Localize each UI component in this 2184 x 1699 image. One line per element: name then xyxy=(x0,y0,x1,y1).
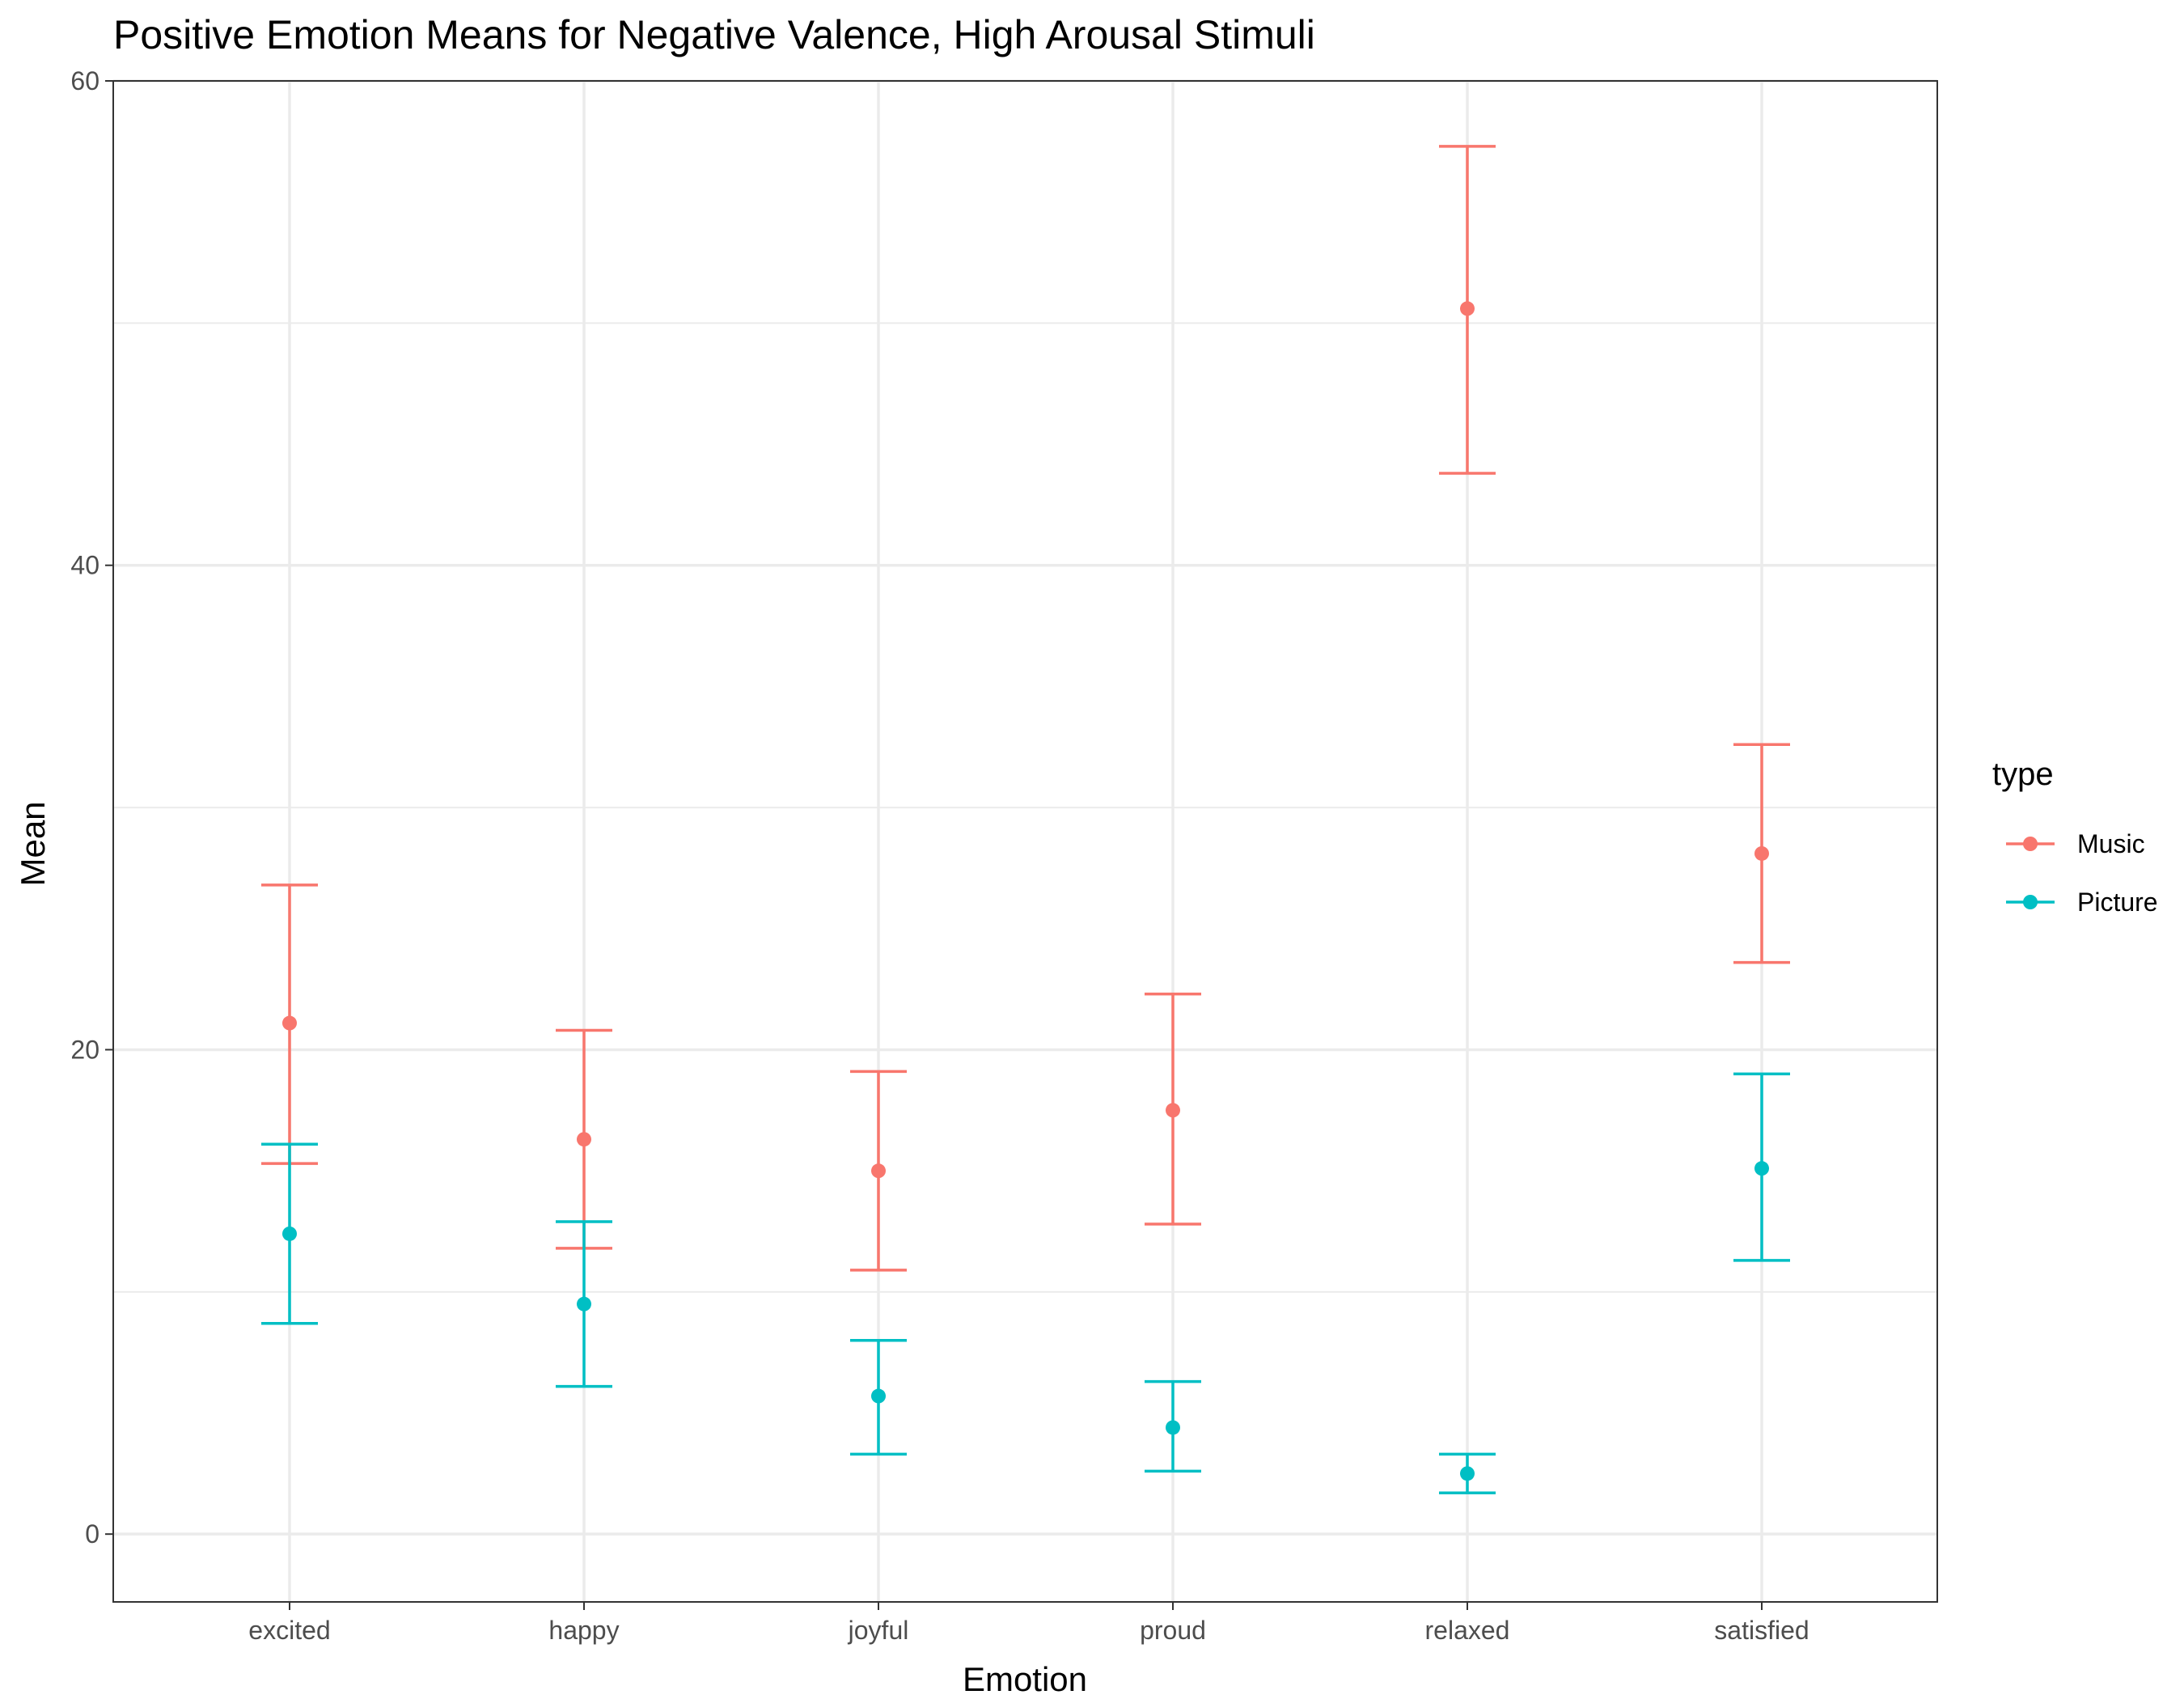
legend-label: Music xyxy=(2077,829,2145,858)
x-tick-label: relaxed xyxy=(1425,1616,1510,1645)
x-tick-label: satisfied xyxy=(1714,1616,1809,1645)
y-tick-label: 60 xyxy=(70,66,99,95)
mean-point xyxy=(1166,1420,1180,1435)
legend-key-music: Music xyxy=(2006,829,2145,858)
mean-point xyxy=(577,1296,591,1311)
mean-point xyxy=(282,1015,297,1031)
y-tick-label: 20 xyxy=(70,1035,99,1064)
mean-point xyxy=(871,1163,886,1179)
mean-point xyxy=(1754,845,1769,861)
mean-point xyxy=(1754,1161,1769,1176)
x-axis-title: Emotion xyxy=(963,1660,1087,1698)
legend-key-point xyxy=(2023,837,2038,851)
mean-point xyxy=(871,1388,886,1404)
x-tick-label: excited xyxy=(248,1616,330,1645)
plot-background xyxy=(113,81,1937,1602)
legend: type Music Picture xyxy=(1992,756,2158,917)
data-marks xyxy=(261,145,1790,1495)
legend-key-picture: Picture xyxy=(2006,888,2158,917)
x-tick-label: proud xyxy=(1140,1616,1206,1645)
mean-point xyxy=(282,1226,297,1241)
series-picture xyxy=(261,1072,1790,1495)
mean-point xyxy=(1460,1466,1475,1481)
series-music xyxy=(261,145,1790,1272)
chart-title: Positive Emotion Means for Negative Vale… xyxy=(113,12,1315,57)
mean-point xyxy=(1460,301,1475,316)
y-axis-title: Mean xyxy=(14,801,52,886)
x-axis: excited happy joyful proud relaxed satisfied xyxy=(248,1602,1809,1645)
legend-key-point xyxy=(2023,895,2038,909)
x-tick-label: happy xyxy=(548,1616,619,1645)
legend-label: Picture xyxy=(2077,888,2158,917)
y-axis: 0 20 40 60 xyxy=(70,66,113,1549)
plot-panel xyxy=(112,79,1938,1603)
y-tick-label: 40 xyxy=(70,551,99,580)
minor-gridlines xyxy=(113,322,1937,1293)
plot-border xyxy=(112,80,1938,1603)
mean-point xyxy=(577,1132,591,1147)
legend-title: type xyxy=(1992,756,2054,792)
mean-point xyxy=(1166,1103,1180,1118)
x-tick-label: joyful xyxy=(848,1616,909,1645)
y-tick-label: 0 xyxy=(85,1519,99,1549)
